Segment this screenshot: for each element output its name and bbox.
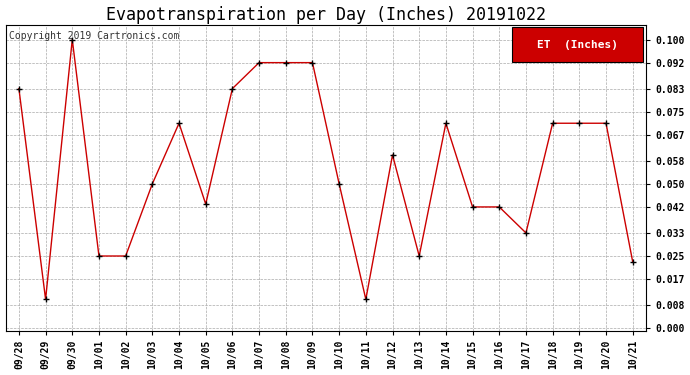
Title: Evapotranspiration per Day (Inches) 20191022: Evapotranspiration per Day (Inches) 2019… [106, 6, 546, 24]
FancyBboxPatch shape [511, 27, 643, 62]
Text: ET  (Inches): ET (Inches) [537, 40, 618, 50]
Text: Copyright 2019 Cartronics.com: Copyright 2019 Cartronics.com [9, 31, 179, 41]
